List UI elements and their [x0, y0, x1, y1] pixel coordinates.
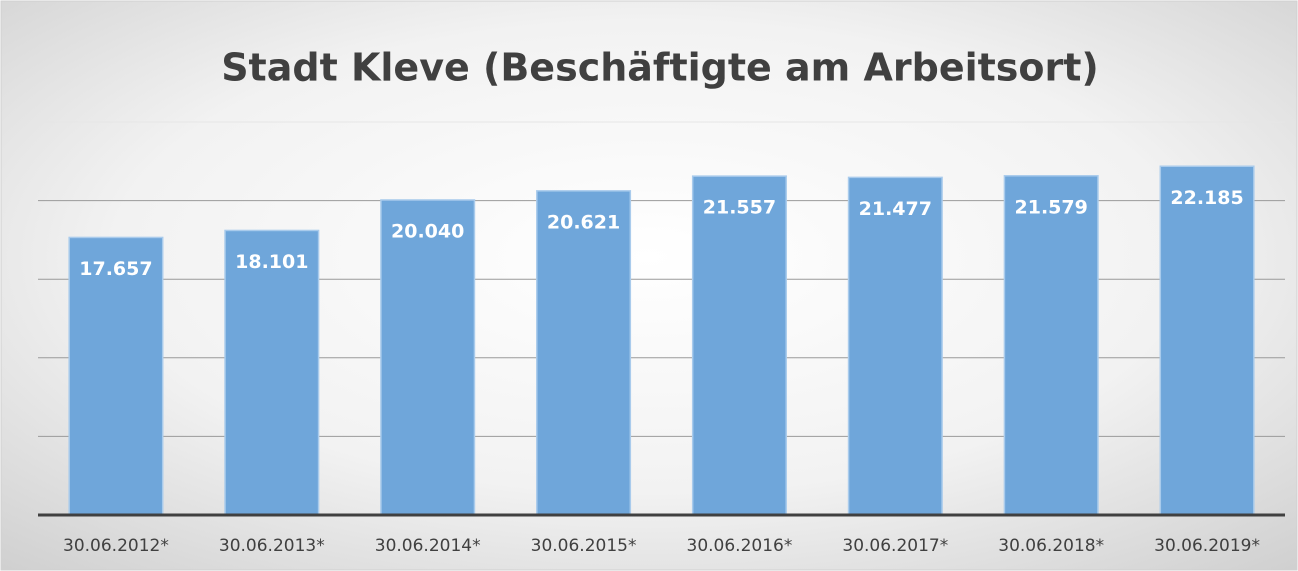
data-label: 18.101 [235, 251, 308, 273]
data-label: 22.185 [1170, 187, 1243, 209]
data-label: 21.477 [859, 198, 932, 220]
x-tick-label: 30.06.2014* [375, 536, 481, 556]
x-tick-label: 30.06.2013* [219, 536, 325, 556]
bar [847, 176, 943, 516]
bar [1003, 175, 1099, 516]
x-tick-label: 30.06.2018* [998, 536, 1104, 556]
x-tick-label: 30.06.2015* [531, 536, 637, 556]
x-tick-label: 30.06.2019* [1154, 536, 1260, 556]
data-label: 20.040 [391, 220, 464, 242]
data-label: 21.579 [1015, 196, 1088, 218]
data-label: 21.557 [703, 197, 776, 219]
bar [380, 199, 476, 516]
bar [1159, 165, 1255, 516]
x-tick-label: 30.06.2017* [842, 536, 948, 556]
data-label: 20.621 [547, 211, 620, 233]
x-tick-label: 30.06.2016* [687, 536, 793, 556]
x-tick-label: 30.06.2012* [63, 536, 169, 556]
bar [536, 190, 632, 516]
data-label: 17.657 [79, 258, 152, 280]
bar [224, 229, 320, 516]
chart-title: Stadt Kleve (Beschäftigte am Arbeitsort) [221, 46, 1099, 90]
bar [691, 175, 787, 516]
